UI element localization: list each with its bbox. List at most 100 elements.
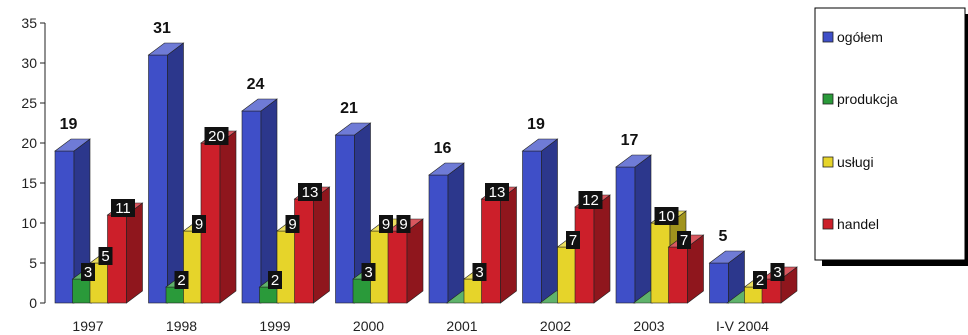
data-label-box xyxy=(578,191,603,209)
data-label: 3 xyxy=(364,264,372,281)
legend-label: usługi xyxy=(837,154,874,170)
bar xyxy=(708,250,746,304)
data-label: 19 xyxy=(60,116,78,133)
data-label: 2 xyxy=(177,272,185,289)
bar-front xyxy=(276,230,297,304)
data-label: 20 xyxy=(208,128,225,145)
data-label-box xyxy=(81,263,95,281)
data-label: 21 xyxy=(340,100,358,117)
data-label-box xyxy=(379,215,393,233)
category-label: 2000 xyxy=(353,318,384,334)
bar-side xyxy=(219,130,237,304)
legend-label: produkcja xyxy=(837,91,898,107)
bar-side xyxy=(313,186,330,304)
bar xyxy=(293,186,331,304)
bar xyxy=(574,194,611,304)
category-label: 1997 xyxy=(72,318,103,334)
bar xyxy=(200,130,237,304)
bar-side xyxy=(541,138,558,304)
category-label: 2002 xyxy=(540,318,571,334)
bar-top xyxy=(241,98,278,112)
bar-front xyxy=(650,222,671,304)
bar-front xyxy=(744,286,764,304)
bar-front xyxy=(428,174,449,304)
y-tick-label: 20 xyxy=(21,135,37,151)
bar-front xyxy=(165,286,186,304)
legend-swatch xyxy=(822,218,834,230)
y-tick-label: 30 xyxy=(21,55,37,71)
data-label-box xyxy=(174,271,189,289)
data-label: 9 xyxy=(195,216,203,233)
data-label-box xyxy=(677,231,691,249)
legend-swatch xyxy=(822,93,834,105)
bar-front xyxy=(481,198,501,304)
data-label: 7 xyxy=(569,232,577,249)
legend-box xyxy=(814,7,966,261)
bar-top xyxy=(521,138,559,152)
legend-item: ogółem xyxy=(822,29,883,45)
data-label: 3 xyxy=(84,264,92,281)
y-tick-label: 0 xyxy=(29,295,37,311)
data-label: 31 xyxy=(153,20,171,37)
category-label: I-V 2004 xyxy=(716,318,769,334)
bar-front xyxy=(668,246,688,304)
data-label: 17 xyxy=(621,132,639,149)
data-label: 9 xyxy=(382,216,390,233)
data-label-box xyxy=(192,215,206,233)
data-label-box xyxy=(204,127,229,145)
data-label: 9 xyxy=(399,216,407,233)
data-label-box xyxy=(566,231,580,249)
category-label: 1998 xyxy=(166,318,197,334)
bar-front xyxy=(352,278,373,304)
data-label: 7 xyxy=(680,232,688,249)
bar-front xyxy=(709,262,729,304)
bar-front xyxy=(294,198,314,304)
bar-top xyxy=(334,122,372,136)
bar-top xyxy=(708,250,746,264)
data-label-box xyxy=(111,199,135,217)
bar-front xyxy=(259,286,279,304)
bar-front xyxy=(72,278,92,304)
bar xyxy=(241,98,278,304)
bar-front xyxy=(241,110,262,304)
bar-side xyxy=(126,202,143,304)
category-label: 1999 xyxy=(259,318,290,334)
y-axis: 0 5 10 15 20 25 30 35 xyxy=(21,15,46,311)
bar xyxy=(334,122,372,304)
bar-top xyxy=(147,42,185,56)
bar-side xyxy=(593,194,611,304)
bar xyxy=(615,154,652,304)
bar-top xyxy=(615,154,652,168)
legend-item: usługi xyxy=(822,154,874,170)
data-label: 9 xyxy=(288,216,296,233)
data-label-box xyxy=(98,247,113,265)
bar-front xyxy=(522,150,542,304)
category-label: 2003 xyxy=(633,318,664,334)
bar xyxy=(428,162,465,304)
bar-side xyxy=(447,162,465,304)
data-label-box xyxy=(485,183,509,201)
data-label: 2 xyxy=(756,272,764,289)
data-label: 11 xyxy=(115,200,131,217)
data-label: 3 xyxy=(773,264,781,281)
data-label: 5 xyxy=(719,228,728,245)
legend-label: ogółem xyxy=(837,29,883,45)
data-label-box xyxy=(753,271,767,289)
data-label: 10 xyxy=(658,208,675,225)
data-label: 24 xyxy=(247,76,265,93)
bar-front xyxy=(574,206,595,304)
bars xyxy=(54,42,798,304)
data-label: 5 xyxy=(101,248,109,265)
data-label-box xyxy=(472,263,487,281)
bar-side xyxy=(500,186,517,304)
data-label: 13 xyxy=(302,184,319,201)
data-label: 16 xyxy=(434,140,452,157)
x-axis-labels: 1997 1998 1999 2000 2001 2002 2003 I-V 2004 xyxy=(72,318,769,334)
y-tick-label: 5 xyxy=(29,255,37,271)
data-label: 13 xyxy=(489,184,506,201)
legend-label: handel xyxy=(837,216,879,232)
bar-front xyxy=(557,246,577,304)
bar xyxy=(521,138,559,304)
